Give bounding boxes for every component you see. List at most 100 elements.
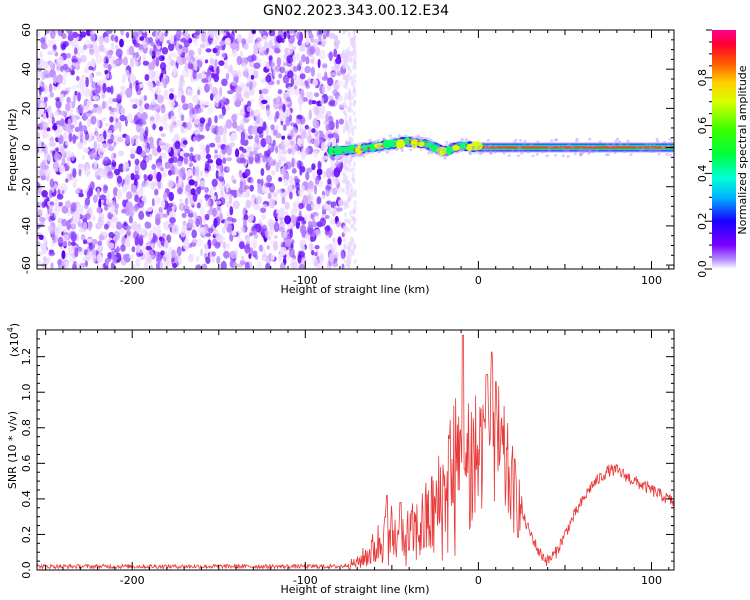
noise-blob (160, 167, 164, 172)
signal-speck (613, 151, 617, 155)
signal-speck (622, 150, 627, 154)
noise-blob (68, 254, 76, 263)
noise-blob (113, 152, 117, 159)
noise-blob (353, 60, 357, 66)
noise-blob (254, 153, 260, 163)
signal-speck (356, 154, 360, 158)
noise-blob (352, 44, 356, 50)
noise-blob (250, 177, 254, 184)
signal-blob (459, 142, 466, 151)
signal-speck (591, 144, 595, 148)
noise-blob (144, 148, 150, 153)
signal-speck (541, 150, 545, 154)
noise-blob (63, 41, 69, 48)
noise-blob (319, 217, 326, 227)
noise-blob (139, 234, 144, 240)
noise-blob (350, 75, 354, 81)
noise-blob (311, 256, 317, 264)
noise-blob (99, 194, 106, 201)
noise-blob (195, 30, 201, 36)
noise-blob (107, 252, 112, 259)
noise-blob (169, 217, 176, 224)
noise-blob (37, 190, 42, 196)
noise-blob (103, 36, 110, 44)
noise-blob (243, 43, 249, 50)
noise-blob (223, 59, 229, 70)
noise-blob (322, 85, 326, 94)
signal-speck (517, 146, 521, 150)
signal-speck (354, 151, 358, 155)
noise-blob (96, 107, 103, 115)
noise-blob (346, 74, 349, 79)
noise-blob (163, 89, 169, 97)
noise-blob (106, 191, 110, 199)
noise-blob (279, 262, 285, 269)
signal-speck (436, 143, 441, 147)
noise-blob (194, 154, 199, 161)
noise-blob (240, 83, 245, 89)
signal-speck (561, 154, 565, 158)
noise-blob (204, 59, 209, 64)
noise-blob (317, 34, 323, 42)
noise-blob (286, 86, 294, 95)
signal-speck (526, 150, 530, 154)
signal-speck (493, 150, 497, 154)
noise-blob (337, 186, 343, 194)
noise-blob (351, 176, 355, 182)
noise-blob (38, 200, 43, 210)
noise-blob (222, 241, 227, 249)
noise-blob (61, 250, 66, 260)
noise-blob (112, 186, 119, 197)
noise-blob (151, 163, 157, 170)
noise-blob (346, 167, 350, 173)
noise-blob (353, 258, 357, 264)
noise-blob (169, 162, 174, 172)
noise-blob (275, 145, 279, 154)
signal-speck (471, 146, 476, 150)
noise-blob (122, 199, 127, 208)
noise-blob (216, 255, 221, 265)
noise-blob (86, 250, 92, 261)
noise-blob (332, 237, 336, 243)
noise-blob (250, 34, 254, 43)
noise-blob (149, 264, 154, 269)
noise-blob (209, 142, 216, 148)
noise-blob (161, 55, 165, 61)
noise-blob (84, 197, 91, 206)
noise-blob (320, 142, 327, 150)
noise-blob (44, 96, 48, 103)
noise-blob (160, 199, 166, 210)
noise-blob (348, 136, 351, 142)
noise-blob (63, 131, 68, 141)
noise-blob (352, 48, 356, 54)
noise-blob (321, 194, 325, 200)
noise-blob (195, 218, 200, 228)
noise-blob (239, 169, 243, 179)
noise-blob (302, 194, 308, 205)
noise-blob (42, 112, 47, 120)
noise-blob (342, 156, 346, 162)
noise-blob (122, 254, 127, 260)
noise-blob (93, 160, 98, 166)
noise-blob (301, 147, 305, 155)
signal-speck (413, 137, 417, 141)
xtick-label: 0 (475, 574, 482, 587)
noise-blob (169, 93, 174, 100)
noise-blob (160, 145, 166, 150)
noise-blob (243, 91, 250, 99)
noise-blob (254, 134, 260, 145)
signal-speck (536, 140, 540, 144)
signal-speck (487, 145, 491, 148)
noise-blob (57, 30, 64, 37)
noise-blob (330, 72, 337, 77)
noise-blob (349, 183, 353, 188)
noise-blob (205, 232, 212, 237)
noise-blob (300, 244, 306, 252)
noise-blob (143, 174, 147, 179)
noise-blob (349, 157, 353, 163)
signal-speck (550, 139, 554, 143)
noise-blob (70, 69, 75, 76)
noise-blob (348, 162, 352, 168)
noise-blob (171, 225, 176, 235)
noise-blob (199, 43, 206, 49)
